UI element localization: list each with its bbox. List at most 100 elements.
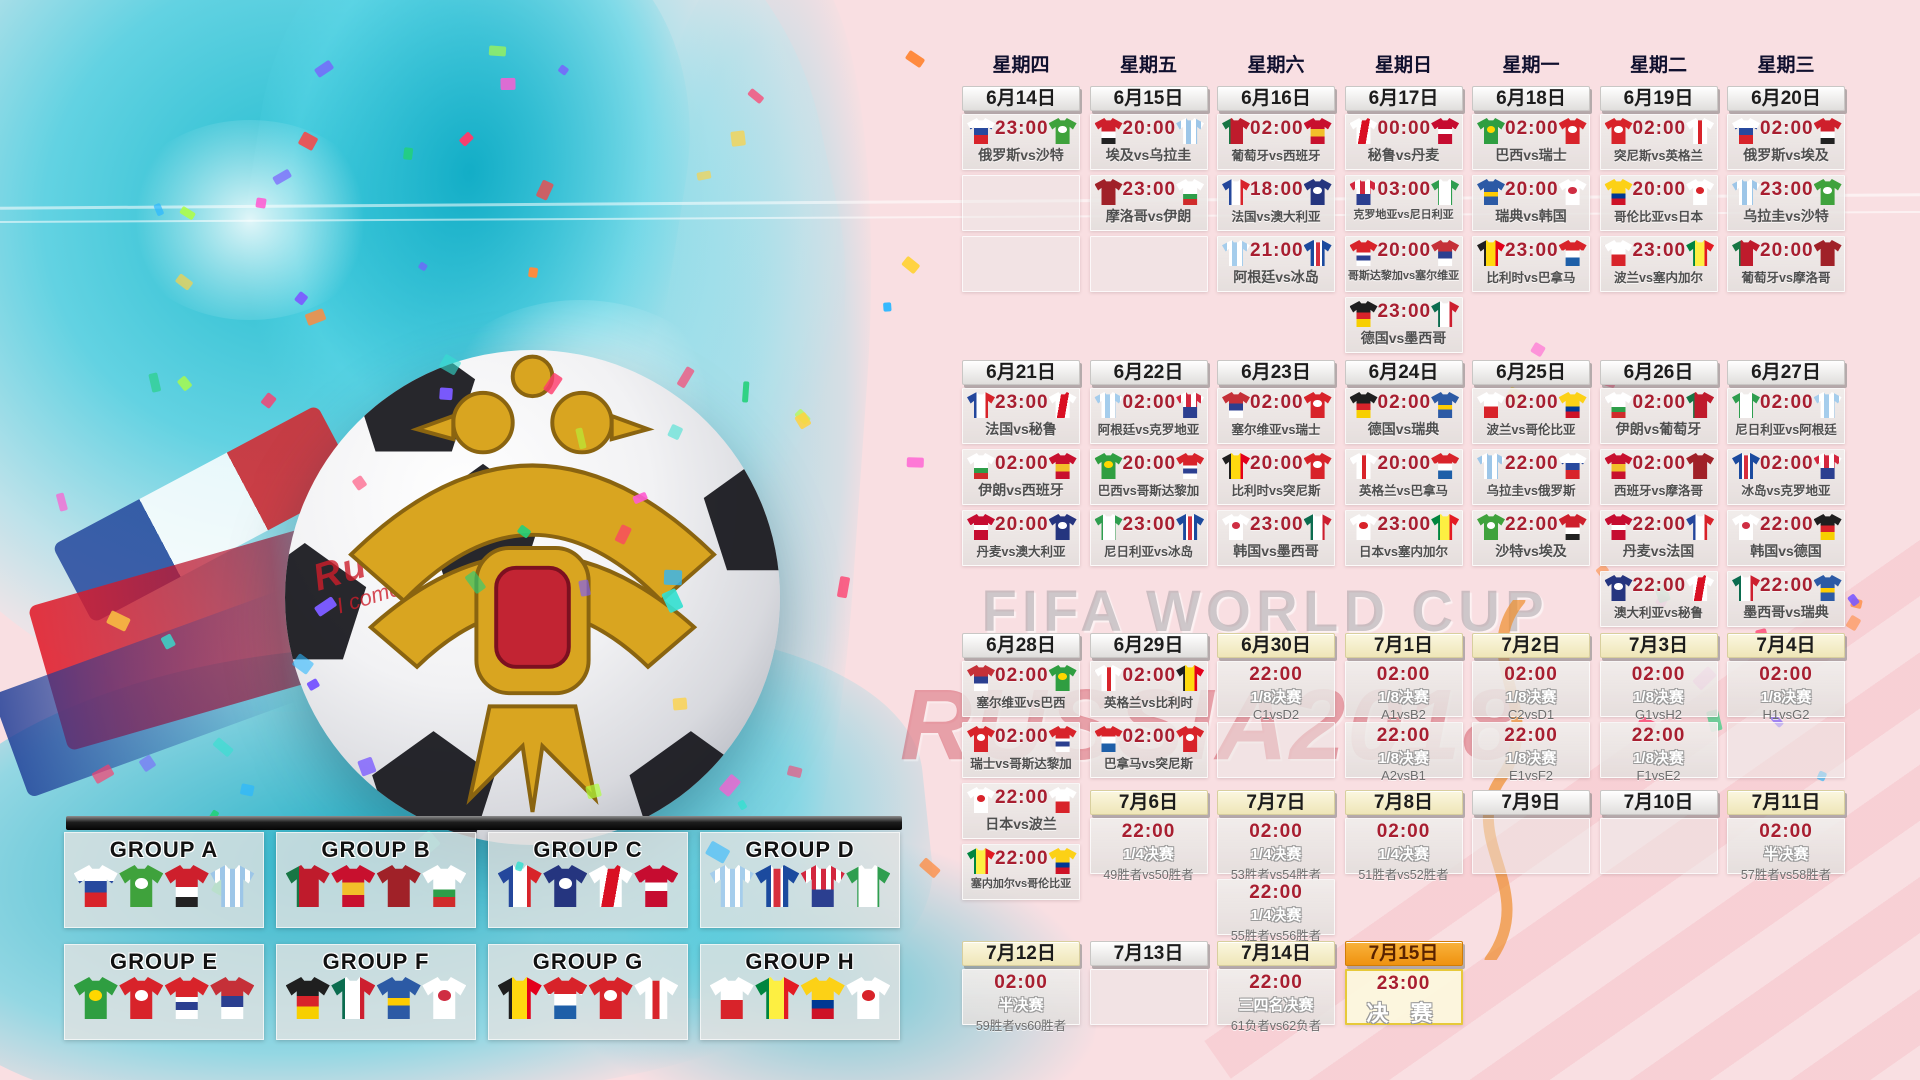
empty-cell bbox=[962, 175, 1080, 231]
pairing-label: A1vsB2 bbox=[1381, 707, 1426, 722]
jersey-icon bbox=[1558, 240, 1587, 266]
match-cell: 20:00 葡萄牙vs摩洛哥 bbox=[1727, 236, 1845, 292]
match-teams-label: 克罗地亚vs尼日利亚 bbox=[1353, 209, 1454, 221]
match-cell: 20:00 瑞典vs韩国 bbox=[1472, 175, 1590, 231]
jersey-icon bbox=[543, 977, 588, 1019]
match-time: 18:00 bbox=[1250, 179, 1304, 200]
match-cell: 20:00 丹麦vs澳大利亚 bbox=[962, 510, 1080, 566]
match-time: 22:00 bbox=[1504, 725, 1558, 746]
jersey-icon bbox=[1094, 453, 1123, 479]
jersey-icon bbox=[1732, 453, 1760, 479]
jersey-icon bbox=[1303, 179, 1332, 205]
jersey-icon bbox=[846, 977, 891, 1019]
confetti-piece bbox=[883, 302, 892, 312]
match-teams-label: 比利时vs突尼斯 bbox=[1231, 484, 1321, 498]
match-cell: 02:00 葡萄牙vs西班牙 bbox=[1217, 114, 1335, 170]
date-header: 7月3日 bbox=[1599, 633, 1718, 658]
weekday-label: 星期一 bbox=[1502, 55, 1560, 76]
match-time: 02:00 bbox=[1759, 821, 1813, 842]
match-teams-label: 巴西vs瑞士 bbox=[1495, 147, 1567, 163]
stage-label: 1/8决赛 bbox=[1760, 689, 1812, 706]
match-cell-top: 22:00 bbox=[963, 845, 1079, 874]
match-time: 20:00 bbox=[1377, 453, 1432, 474]
jersey-icon bbox=[1176, 392, 1205, 418]
confetti-piece bbox=[174, 272, 194, 291]
jersey-icon bbox=[755, 977, 800, 1019]
confetti-piece bbox=[1845, 614, 1862, 632]
match-teams-label: 法国vs澳大利亚 bbox=[1231, 210, 1321, 224]
match-teams-label: 乌拉圭vs沙特 bbox=[1743, 208, 1829, 224]
date-header: 6月23日 bbox=[1217, 360, 1335, 385]
match-cell: 02:00 尼日利亚vs阿根廷 bbox=[1727, 388, 1845, 444]
match-time: 22:00 bbox=[1632, 514, 1687, 535]
jersey-icon bbox=[588, 977, 633, 1019]
match-cell: 23:00 俄罗斯vs沙特 bbox=[962, 114, 1080, 170]
match-cell-top: 02:00 bbox=[1601, 115, 1717, 144]
knockout-cell: 02:00 1/8决赛 G1vsH2 bbox=[1599, 661, 1718, 722]
match-time: 02:00 bbox=[1250, 118, 1304, 139]
knockout-cell: 02:00 1/8决赛 C2vsD1 bbox=[1472, 661, 1590, 722]
date-header: 7月2日 bbox=[1472, 633, 1590, 658]
match-cell: 23:00 法国vs秘鲁 bbox=[962, 388, 1080, 444]
knockout-cell: 22:00 1/8决赛 E1vsF2 bbox=[1472, 722, 1590, 783]
match-cell-top: 22:00 bbox=[1473, 450, 1589, 479]
match-cell: 22:00 沙特vs埃及 bbox=[1472, 510, 1590, 566]
jersey-icon bbox=[1732, 392, 1760, 418]
confetti-piece bbox=[153, 202, 165, 216]
match-time: 23:00 bbox=[1250, 514, 1304, 535]
jersey-icon bbox=[1431, 301, 1460, 327]
russia-eagle-emblem-icon bbox=[348, 354, 717, 813]
date-header: 6月18日 bbox=[1472, 86, 1590, 111]
jersey-icon bbox=[634, 865, 679, 907]
jersey-icon bbox=[422, 977, 467, 1019]
date-header: 7月10日 bbox=[1599, 790, 1718, 815]
match-time: 02:00 bbox=[1632, 118, 1687, 139]
match-time: 22:00 bbox=[1760, 575, 1814, 596]
match-time: 23:00 bbox=[1377, 301, 1432, 322]
jersey-icon bbox=[285, 865, 330, 907]
confetti-piece bbox=[160, 633, 176, 650]
group-panel-top-bar bbox=[66, 816, 902, 830]
group-title: GROUP F bbox=[322, 949, 430, 974]
knockout-cell: 02:00 半决赛 57胜者vs58胜者 bbox=[1727, 818, 1845, 882]
jersey-icon bbox=[73, 977, 118, 1019]
jersey-icon bbox=[1349, 453, 1378, 479]
match-teams-label: 俄罗斯vs埃及 bbox=[1743, 147, 1829, 163]
knockout-cell: 02:00 1/8决赛 H1vsG2 bbox=[1727, 661, 1845, 722]
confetti-piece bbox=[499, 77, 516, 90]
match-time: 20:00 bbox=[995, 514, 1049, 535]
knockout-cell: 22:00 1/8决赛 F1vsE2 bbox=[1599, 722, 1718, 783]
confetti-piece bbox=[314, 59, 335, 78]
match-teams-label: 巴西vs哥斯达黎加 bbox=[1097, 484, 1200, 498]
jersey-icon bbox=[1048, 514, 1077, 540]
match-teams-label: 伊朗vs葡萄牙 bbox=[1615, 421, 1702, 437]
jersey-icon bbox=[1176, 179, 1205, 205]
match-time: 02:00 bbox=[1377, 392, 1432, 413]
weekday-label: 星期六 bbox=[1247, 55, 1305, 76]
confetti-piece bbox=[260, 392, 278, 410]
jersey-icon bbox=[1349, 240, 1378, 266]
match-cell-top: 23:00 bbox=[1728, 176, 1844, 205]
match-teams-label: 哥斯达黎加vs塞尔维亚 bbox=[1347, 270, 1460, 282]
match-time: 02:00 bbox=[994, 972, 1048, 993]
jersey-icon bbox=[1477, 179, 1505, 205]
confetti-piece bbox=[906, 456, 924, 468]
match-teams-label: 阿根廷vs冰岛 bbox=[1233, 269, 1319, 285]
pairing-label: F1vsE2 bbox=[1636, 768, 1681, 783]
jersey-icon bbox=[376, 865, 421, 907]
jersey-icon bbox=[1176, 453, 1205, 479]
date-header: 7月1日 bbox=[1344, 633, 1463, 658]
match-cell-top: 02:00 bbox=[963, 662, 1079, 691]
jersey-icon bbox=[1686, 453, 1715, 479]
match-cell: 02:00 德国vs瑞典 bbox=[1344, 388, 1463, 444]
match-cell: 02:00 塞尔维亚vs巴西 bbox=[962, 661, 1080, 717]
match-cell: 21:00 阿根廷vs冰岛 bbox=[1217, 236, 1335, 292]
jersey-icon bbox=[1048, 453, 1077, 479]
match-cell-top: 02:00 bbox=[1218, 115, 1334, 144]
jersey-icon bbox=[1686, 392, 1715, 418]
jersey-icon bbox=[1303, 392, 1332, 418]
pairing-label: A2vsB1 bbox=[1381, 768, 1426, 783]
date-header: 6月21日 bbox=[962, 360, 1080, 385]
match-cell-top: 02:00 bbox=[1728, 389, 1844, 418]
confetti-piece bbox=[741, 380, 750, 403]
